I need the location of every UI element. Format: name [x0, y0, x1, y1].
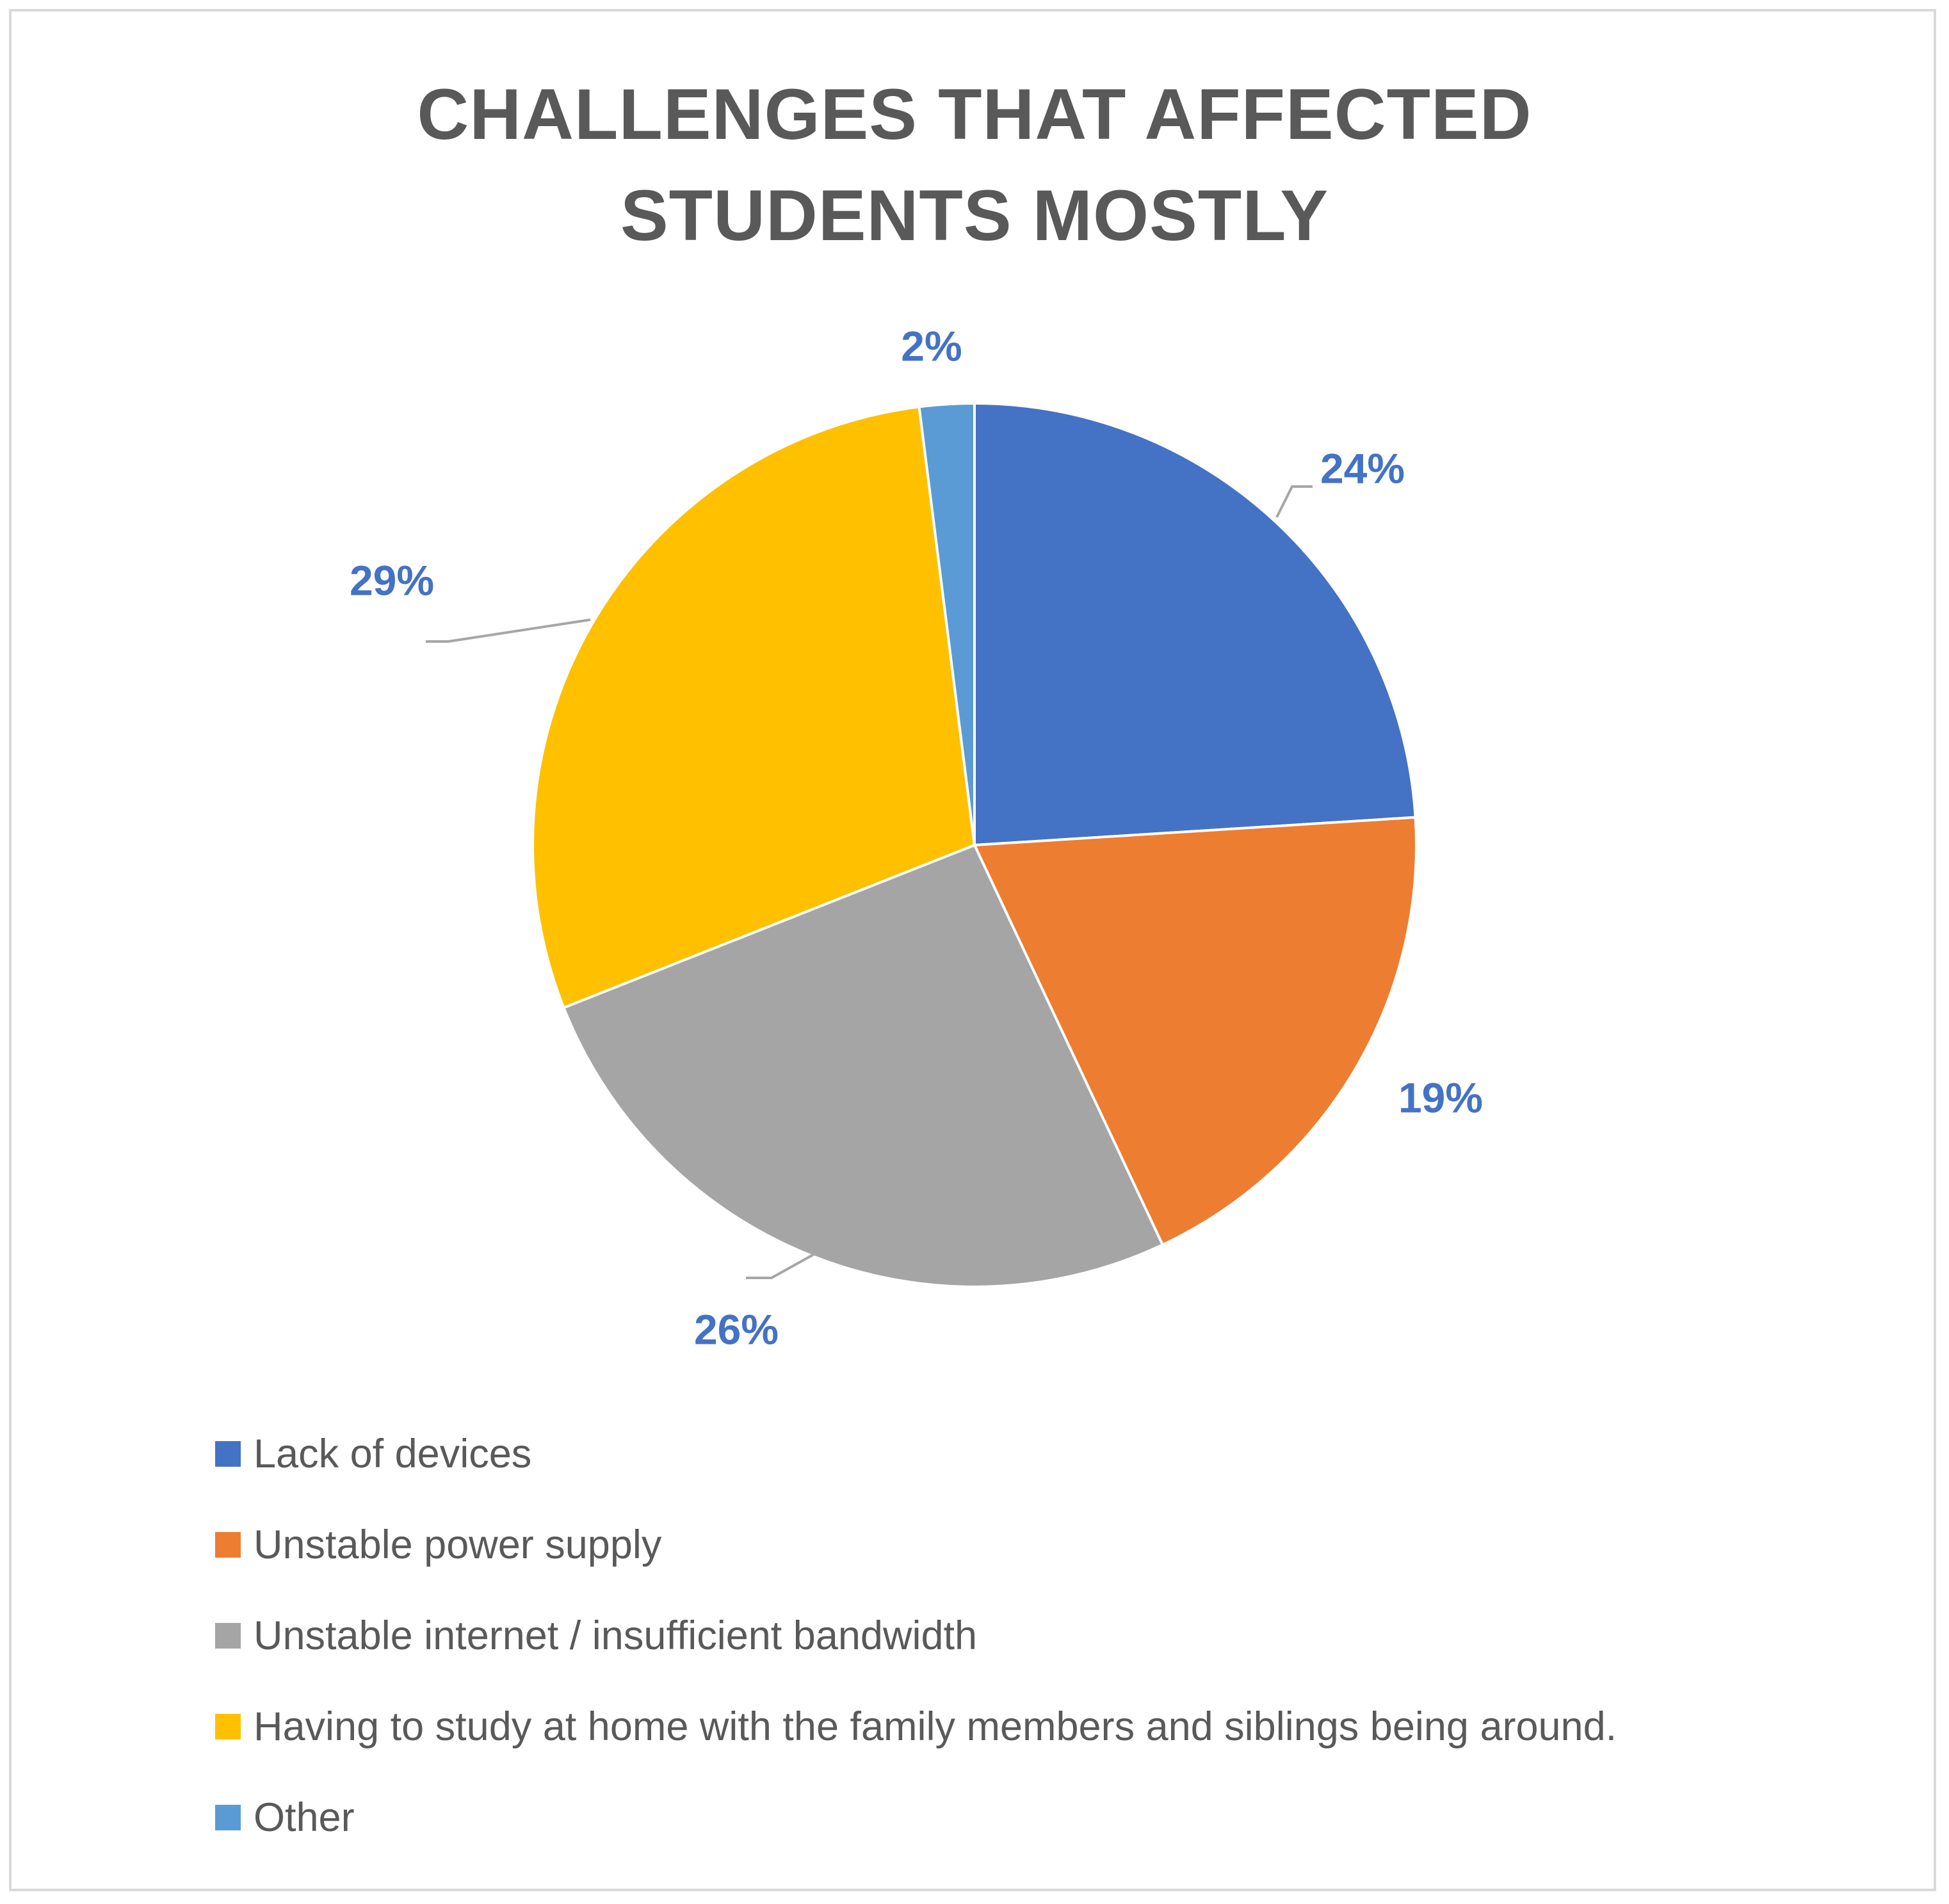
legend-label: Unstable internet / insufficient bandwid…: [254, 1613, 978, 1658]
legend-label: Lack of devices: [254, 1432, 532, 1476]
legend-swatch: [215, 1441, 241, 1467]
legend: Lack of devices Unstable power supply Unst…: [215, 1424, 1617, 1879]
leader-line-4: [426, 618, 591, 643]
chart-title: CHALLENGES THAT AFFECTED STUDENTS MOSTLY: [417, 74, 1532, 255]
pie-slice-1: [973, 402, 1417, 846]
data-label-3: 26%: [694, 1305, 779, 1353]
legend-item-3: Unstable internet / insufficient bandwid…: [215, 1606, 1617, 1697]
pie-slice-2: [973, 816, 1418, 1246]
data-label-1: 24%: [1320, 444, 1405, 492]
pie-slices: [531, 402, 1418, 1289]
data-labels: 24% 19% 26% 29% 2%: [350, 322, 1483, 1353]
legend-item-2: Unstable power supply: [215, 1515, 1617, 1606]
legend-swatch: [215, 1805, 241, 1830]
leader-lines: [426, 485, 1313, 1279]
legend-item-4: Having to study at home with the family …: [215, 1697, 1617, 1788]
pie-slice-5: [918, 402, 976, 846]
legend-item-1: Lack of devices: [215, 1424, 1617, 1515]
leader-line-3: [746, 1251, 818, 1279]
data-label-2: 19%: [1398, 1074, 1483, 1121]
legend-label: Having to study at home with the family …: [254, 1704, 1617, 1749]
legend-item-5: Other: [215, 1788, 1617, 1879]
pie-slice-4: [531, 405, 976, 1010]
leader-line-1: [1275, 485, 1313, 518]
data-label-4: 29%: [350, 556, 434, 604]
data-label-5: 2%: [901, 322, 962, 369]
legend-label: Other: [254, 1795, 355, 1840]
legend-swatch: [215, 1714, 241, 1739]
legend-swatch: [215, 1623, 241, 1649]
legend-label: Unstable power supply: [254, 1522, 662, 1567]
legend-swatch: [215, 1532, 241, 1558]
